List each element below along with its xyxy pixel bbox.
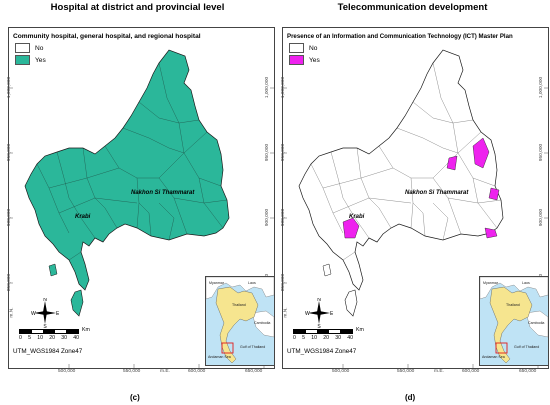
compass-n: N — [43, 298, 47, 303]
district-boundaries-d — [310, 62, 502, 261]
province-map-c — [9, 49, 274, 368]
x-tick-label: 550,000 — [123, 369, 141, 374]
y-unit-label: m.N. — [9, 307, 15, 318]
inset-map-c: Myanmar Laos Thailand Cambodia Andaman S… — [205, 276, 275, 366]
inset-label-andaman: Andaman Sea — [482, 355, 505, 359]
inset-label-laos: Laos — [248, 281, 256, 285]
y-tick-label: 1,000,000 — [281, 76, 287, 99]
island-shape-c2 — [48, 263, 58, 277]
inset-label-cambodia: Cambodia — [254, 321, 271, 325]
map-frame-c: Community hospital, general hospital, an… — [7, 27, 275, 369]
y-tick-label: 850,000 — [7, 273, 13, 292]
y-tick-label: 850,000 — [281, 273, 287, 292]
map-frame-d: Presence of an Information and Communica… — [281, 27, 549, 369]
compass-n: N — [317, 298, 321, 303]
inset-label-gulf: Gulf of Thailand — [240, 345, 266, 349]
ict-yes-districts — [342, 137, 500, 239]
y-tick-label-right: 900,000 — [265, 208, 271, 227]
compass-s: S — [317, 324, 321, 328]
y-tick-label-right: 1,000,000 — [265, 76, 271, 99]
inset-label-andaman: Andaman Sea — [208, 355, 231, 359]
inset-label-myanmar: Myanmar — [483, 281, 498, 285]
x-unit-label: m.E. — [434, 369, 444, 374]
ict-district-3 — [488, 187, 500, 201]
region-shape-d — [298, 49, 504, 291]
inset-label-gulf: Gulf of Thailand — [514, 345, 540, 349]
legend-c: Community hospital, general hospital, an… — [13, 33, 201, 65]
caption-d: (d) — [405, 393, 416, 402]
ict-district-4 — [484, 227, 498, 239]
inset-label-myanmar: Myanmar — [209, 281, 224, 285]
city-label-nakhon: Nakhon Si Thammarat — [405, 190, 469, 196]
projection-label-d: UTM_WGS1984 Zone47 — [287, 348, 357, 355]
x-tick-label: 500,000 — [58, 369, 76, 374]
island-shape-d2 — [322, 263, 332, 277]
scale-bar-d: 0 5 10 20 30 40 — [293, 329, 353, 341]
panel-title-c: Hospital at district and provincial leve… — [50, 2, 225, 13]
x-tick-label: 600,000 — [188, 369, 206, 374]
ict-district-2 — [446, 155, 458, 171]
y-tick-label: 900,000 — [281, 208, 287, 227]
island-shape-d — [344, 289, 358, 317]
inset-label-laos: Laos — [522, 281, 530, 285]
scale-unit-c: Km — [82, 327, 90, 333]
x-tick-label: 650,000 — [245, 369, 263, 374]
island-shape-c — [70, 289, 84, 317]
inset-label-thailand: Thailand — [232, 303, 246, 307]
y-tick-label: 950,000 — [7, 143, 13, 162]
scale-unit-d: Km — [356, 327, 364, 333]
legend-title: Presence of an Information and Communica… — [287, 33, 513, 40]
compass-w: W — [31, 311, 36, 317]
ict-district-5 — [342, 217, 360, 239]
compass-s: S — [43, 324, 47, 328]
y-tick-label-right: 900,000 — [539, 208, 545, 227]
x-unit-label: m.E. — [160, 369, 170, 374]
projection-label-c: UTM_WGS1984 Zone47 — [13, 348, 83, 355]
panel-title-d: Telecommunication development — [337, 2, 488, 13]
legend-item-yes: Yes — [15, 55, 201, 65]
legend-item-no: No — [15, 43, 201, 53]
inset-label-cambodia: Cambodia — [528, 321, 545, 325]
district-boundaries-c — [36, 62, 228, 261]
scale-bar-c: 0 5 10 20 30 40 — [19, 329, 79, 341]
x-tick-label: 600,000 — [462, 369, 480, 374]
legend-item-no: No — [289, 43, 513, 53]
province-map-d — [283, 49, 548, 368]
inset-map-d: Myanmar Laos Thailand Cambodia Andaman S… — [479, 276, 549, 366]
y-tick-label-right: 1,000,000 — [539, 76, 545, 99]
compass-rose: N S W E — [31, 298, 59, 328]
inset-label-thailand: Thailand — [506, 303, 520, 307]
x-tick-label: 650,000 — [519, 369, 537, 374]
legend-title: Community hospital, general hospital, an… — [13, 33, 201, 40]
compass-rose: N S W E — [305, 298, 333, 328]
y-tick-label: 900,000 — [7, 208, 13, 227]
compass-e: E — [56, 311, 59, 317]
y-tick-label: 950,000 — [281, 143, 287, 162]
region-shape-c — [24, 49, 230, 291]
city-label-krabi: Krabi — [75, 214, 91, 220]
y-tick-label: 1,000,000 — [7, 76, 13, 99]
y-tick-label-right: 950,000 — [265, 143, 271, 162]
caption-c: (c) — [130, 393, 140, 402]
x-tick-label: 550,000 — [397, 369, 415, 374]
compass-e: E — [330, 311, 333, 317]
legend-d: Presence of an Information and Communica… — [287, 33, 513, 65]
compass-w: W — [305, 311, 310, 317]
city-label-nakhon: Nakhon Si Thammarat — [131, 190, 195, 196]
y-tick-label-right: 950,000 — [539, 143, 545, 162]
x-tick-label: 500,000 — [332, 369, 350, 374]
city-label-krabi: Krabi — [349, 214, 365, 220]
y-unit-label: m.N. — [283, 307, 289, 318]
ict-district-1 — [472, 137, 490, 169]
legend-item-yes: Yes — [289, 55, 513, 65]
